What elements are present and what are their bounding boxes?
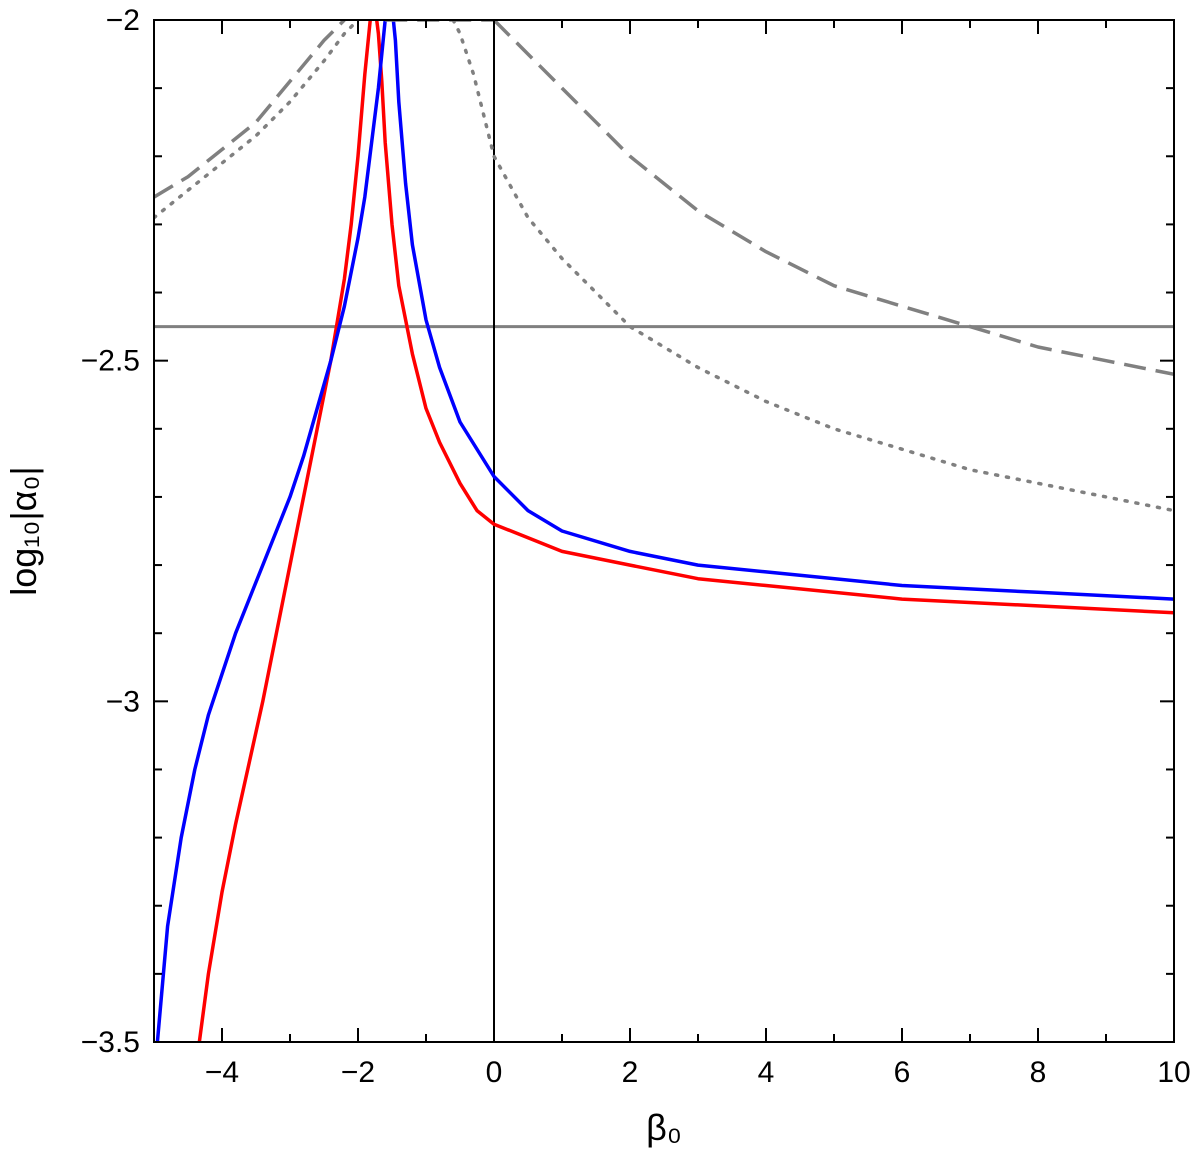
y-tick-label: −2 [106, 4, 140, 37]
x-tick-label: 2 [622, 1056, 639, 1089]
y-tick-label: −3.5 [81, 1026, 140, 1059]
series-line-3 [154, 20, 346, 199]
x-axis-label: β₀ [646, 1107, 682, 1148]
series-layer [154, 20, 1174, 1042]
x-tick-label: −4 [205, 1056, 239, 1089]
y-tick-label: −3 [106, 685, 140, 718]
series-line-2 [155, 20, 1174, 1042]
series-line-6 [154, 20, 360, 220]
x-tick-label: 8 [1030, 1056, 1047, 1089]
series-line-7 [451, 20, 1174, 513]
x-tick-label: 0 [486, 1056, 503, 1089]
series-line-1 [197, 20, 1174, 1042]
series-line-5 [492, 20, 1174, 377]
tick-layer: −4 −2 0 2 4 6 8 10 −3.5 −3 −2.5 −2 [81, 4, 1191, 1089]
y-axis-label: log₁₀|α₀| [3, 466, 44, 596]
y-tick-label: −2.5 [81, 345, 140, 378]
x-tick-label: 10 [1157, 1056, 1190, 1089]
plot-frame [153, 19, 1175, 1043]
x-tick-label: −2 [341, 1056, 375, 1089]
reference-lines [154, 20, 1174, 1042]
x-tick-label: 4 [758, 1056, 775, 1089]
x-tick-label: 6 [894, 1056, 911, 1089]
